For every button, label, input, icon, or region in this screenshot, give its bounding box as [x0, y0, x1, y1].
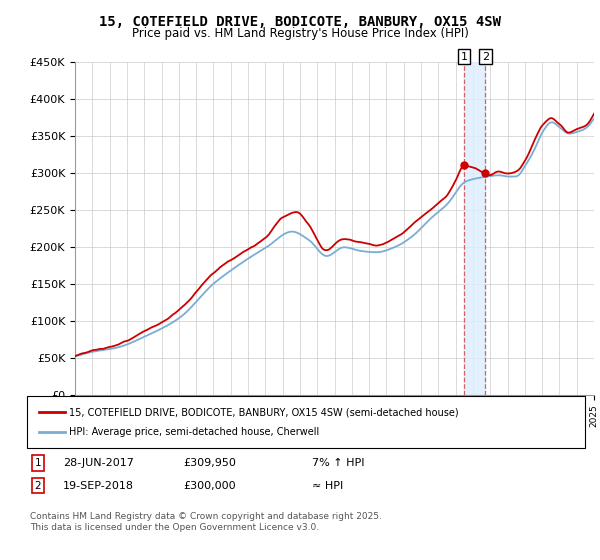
Text: ≈ HPI: ≈ HPI	[312, 480, 343, 491]
Text: 1: 1	[34, 458, 41, 468]
Text: 1: 1	[461, 52, 467, 62]
Text: 28-JUN-2017: 28-JUN-2017	[63, 458, 134, 468]
Text: 15, COTEFIELD DRIVE, BODICOTE, BANBURY, OX15 4SW: 15, COTEFIELD DRIVE, BODICOTE, BANBURY, …	[99, 15, 501, 29]
Text: 19-SEP-2018: 19-SEP-2018	[63, 480, 134, 491]
Text: 15, COTEFIELD DRIVE, BODICOTE, BANBURY, OX15 4SW (semi-detached house): 15, COTEFIELD DRIVE, BODICOTE, BANBURY, …	[69, 407, 458, 417]
Text: Contains HM Land Registry data © Crown copyright and database right 2025.
This d: Contains HM Land Registry data © Crown c…	[30, 512, 382, 532]
Text: Price paid vs. HM Land Registry's House Price Index (HPI): Price paid vs. HM Land Registry's House …	[131, 27, 469, 40]
Text: 2: 2	[34, 480, 41, 491]
Text: 2: 2	[482, 52, 489, 62]
Bar	[464, 62, 485, 395]
Text: HPI: Average price, semi-detached house, Cherwell: HPI: Average price, semi-detached house,…	[69, 427, 319, 437]
Text: £300,000: £300,000	[183, 480, 236, 491]
Text: £309,950: £309,950	[183, 458, 236, 468]
Text: 7% ↑ HPI: 7% ↑ HPI	[312, 458, 365, 468]
